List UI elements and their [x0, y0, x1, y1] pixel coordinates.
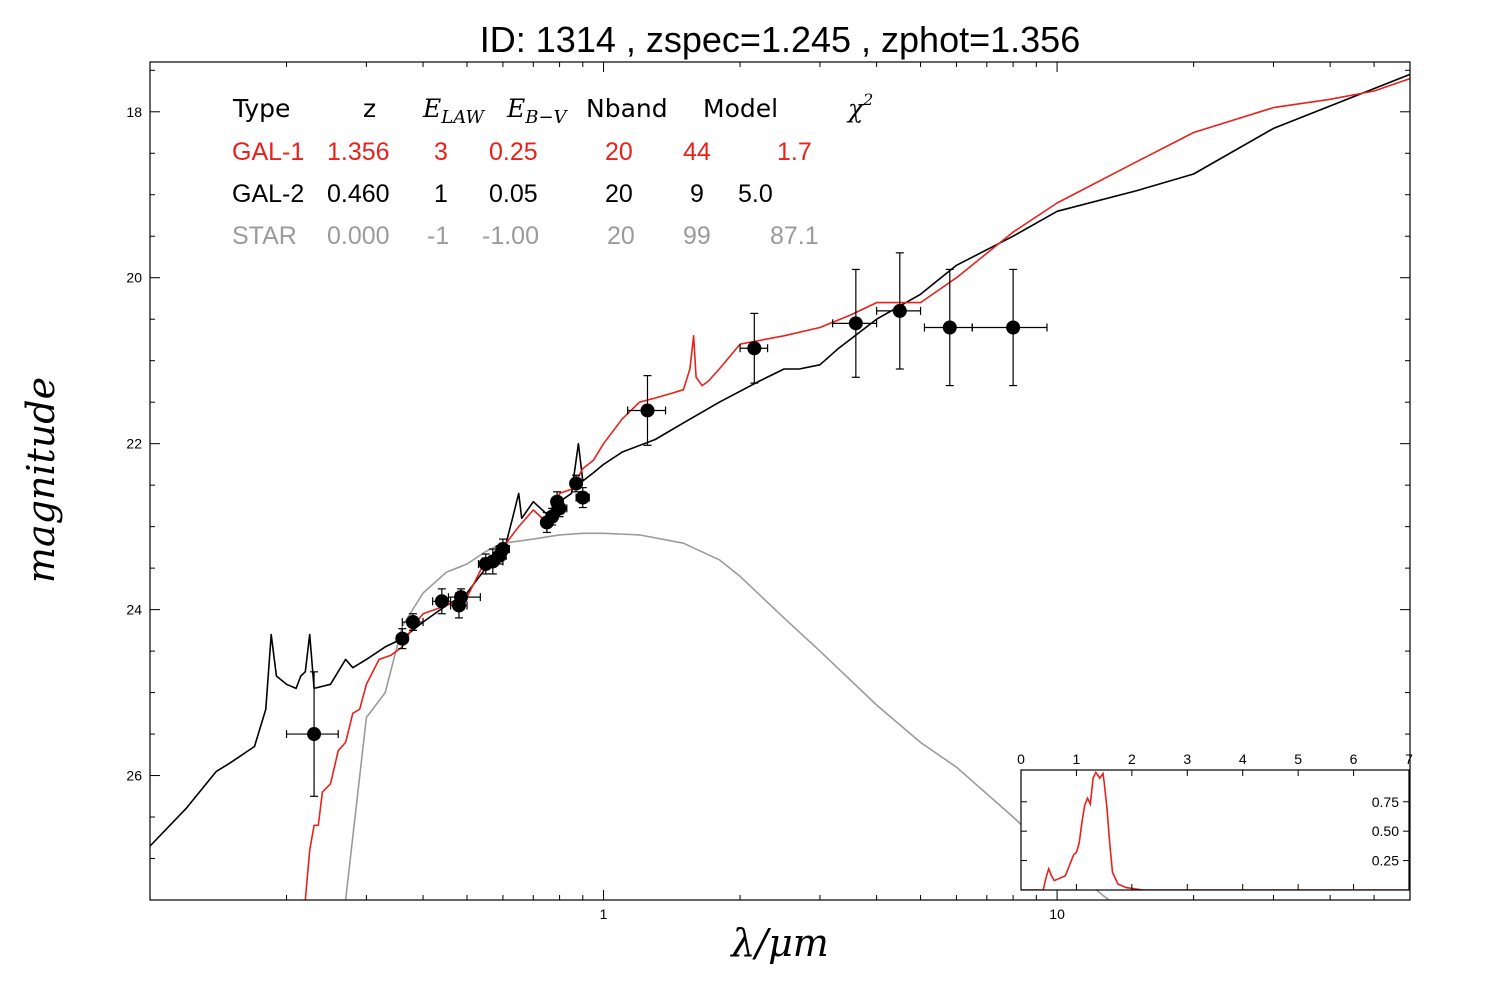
inset-background [1021, 770, 1409, 890]
y-tick-label: 20 [126, 270, 142, 286]
y-tick-label: 26 [126, 768, 142, 784]
legend-cell: GAL-2 [232, 180, 304, 208]
legend-cell: 3 [434, 138, 448, 166]
series-line-gal-2 [150, 73, 1410, 847]
legend-cell: -1.00 [482, 222, 539, 250]
data-point-marker [640, 403, 655, 418]
legend-cell: 0.05 [489, 180, 538, 208]
legend-row-gal1: GAL-1 1.356 3 0.25 20 44 1.7 [232, 138, 812, 166]
legend-cell: 1.356 [327, 138, 390, 166]
legend-row-star: STAR 0.000 -1 -1.00 20 99 87.1 [232, 222, 819, 250]
legend-header-ebv: EB−V [506, 94, 569, 128]
legend-cell: 0.460 [327, 180, 390, 208]
legend-cell: 5.0 [738, 180, 773, 208]
data-point-marker [395, 631, 410, 646]
data-point-marker [747, 341, 762, 356]
data-point [923, 268, 973, 387]
data-point [832, 268, 878, 378]
legend-header-type: Type [232, 94, 290, 123]
y-axis-label: magnitude [19, 377, 63, 583]
data-point-marker [1006, 320, 1021, 335]
data-point [401, 613, 424, 631]
data-point-marker [405, 615, 420, 630]
inset-y-tick-label: 0.50 [1372, 823, 1399, 839]
data-point [569, 474, 584, 493]
inset-pdz-line [1021, 770, 1409, 890]
legend-header-z: z [363, 94, 376, 123]
y-tick-label: 22 [126, 436, 142, 452]
inset-x-tick-label: 1 [1073, 751, 1081, 767]
legend-cell: 0.25 [489, 138, 538, 166]
legend-cell: 1.7 [777, 138, 812, 166]
data-point-marker [552, 501, 567, 516]
data-point-marker [307, 727, 322, 742]
legend-cell: 99 [683, 222, 711, 250]
inset-y-axis: 0.25 0.50 0.75 [1021, 794, 1409, 869]
legend-cell: 87.1 [770, 222, 819, 250]
inset-x-tick-label: 5 [1294, 751, 1302, 767]
legend-header-chi2: χ2 [846, 90, 873, 123]
series-line-gal-1 [304, 77, 1410, 900]
legend-header-elaw: ELAW [422, 94, 485, 128]
x-axis-label: λ/μm [729, 921, 829, 965]
legend-cell: 20 [605, 180, 633, 208]
data-point-marker [569, 476, 584, 491]
data-point-marker [892, 303, 907, 318]
legend-cell: 20 [605, 138, 633, 166]
data-point [285, 671, 339, 797]
inset-y-tick-label: 0.75 [1372, 794, 1399, 810]
inset-x-tick-label: 0 [1017, 751, 1025, 767]
legend-cell: 9 [690, 180, 704, 208]
legend-cell: 44 [683, 138, 711, 166]
inset-x-tick-label: 6 [1350, 751, 1358, 767]
data-point-marker [575, 490, 590, 505]
legend-cell: 0.000 [327, 222, 390, 250]
points-layer [285, 252, 1048, 797]
legend-table: Type z ELAW EB−V Nband Model χ2 GAL-1 1.… [232, 90, 873, 250]
series-layer [150, 73, 1410, 900]
x-tick-label: 10 [1049, 906, 1065, 922]
data-point [627, 375, 667, 446]
data-point [551, 499, 568, 518]
legend-cell: -1 [427, 222, 449, 250]
chart-title: ID: 1314 , zspec=1.245 , zphot=1.356 [480, 19, 1080, 60]
inset-line-layer [1021, 770, 1409, 890]
data-point [395, 628, 410, 650]
y-tick-label: 18 [126, 104, 142, 120]
x-axis: 1 10 [149, 62, 1411, 922]
inset-x-axis: 0 1 2 3 4 5 6 7 [1017, 751, 1413, 890]
inset-x-tick-label: 4 [1239, 751, 1247, 767]
data-point-marker [848, 316, 863, 331]
data-point [739, 312, 769, 384]
legend-cell: 1 [434, 180, 448, 208]
data-point [575, 487, 590, 509]
legend-cell: GAL-1 [232, 138, 304, 166]
legend-header-model: Model [703, 94, 778, 123]
data-point [447, 588, 481, 607]
x-tick-label: 1 [600, 906, 608, 922]
legend-header-nband: Nband [586, 94, 668, 123]
inset-x-tick-label: 2 [1128, 751, 1136, 767]
data-point-marker [942, 320, 957, 335]
legend-cell: 20 [607, 222, 635, 250]
pdz-inset: 0 1 2 3 4 5 6 7 0.25 0.50 0.75 [1017, 751, 1413, 891]
legend-cell: STAR [232, 222, 297, 250]
inset-frame [1020, 769, 1410, 891]
data-point-marker [495, 542, 510, 557]
series-line-star [344, 532, 1110, 900]
data-point-marker [434, 594, 449, 609]
inset-y-tick-label: 0.25 [1372, 853, 1399, 869]
y-tick-label: 24 [126, 602, 142, 618]
data-point [971, 268, 1048, 387]
legend-row-gal2: GAL-2 0.460 1 0.05 20 9 5.0 [232, 180, 773, 208]
data-point [875, 252, 922, 370]
plot-frame [149, 61, 1411, 901]
inset-x-tick-label: 3 [1183, 751, 1191, 767]
inset-x-tick-label: 7 [1405, 751, 1413, 767]
data-point-marker [454, 590, 469, 605]
data-point [495, 538, 510, 560]
